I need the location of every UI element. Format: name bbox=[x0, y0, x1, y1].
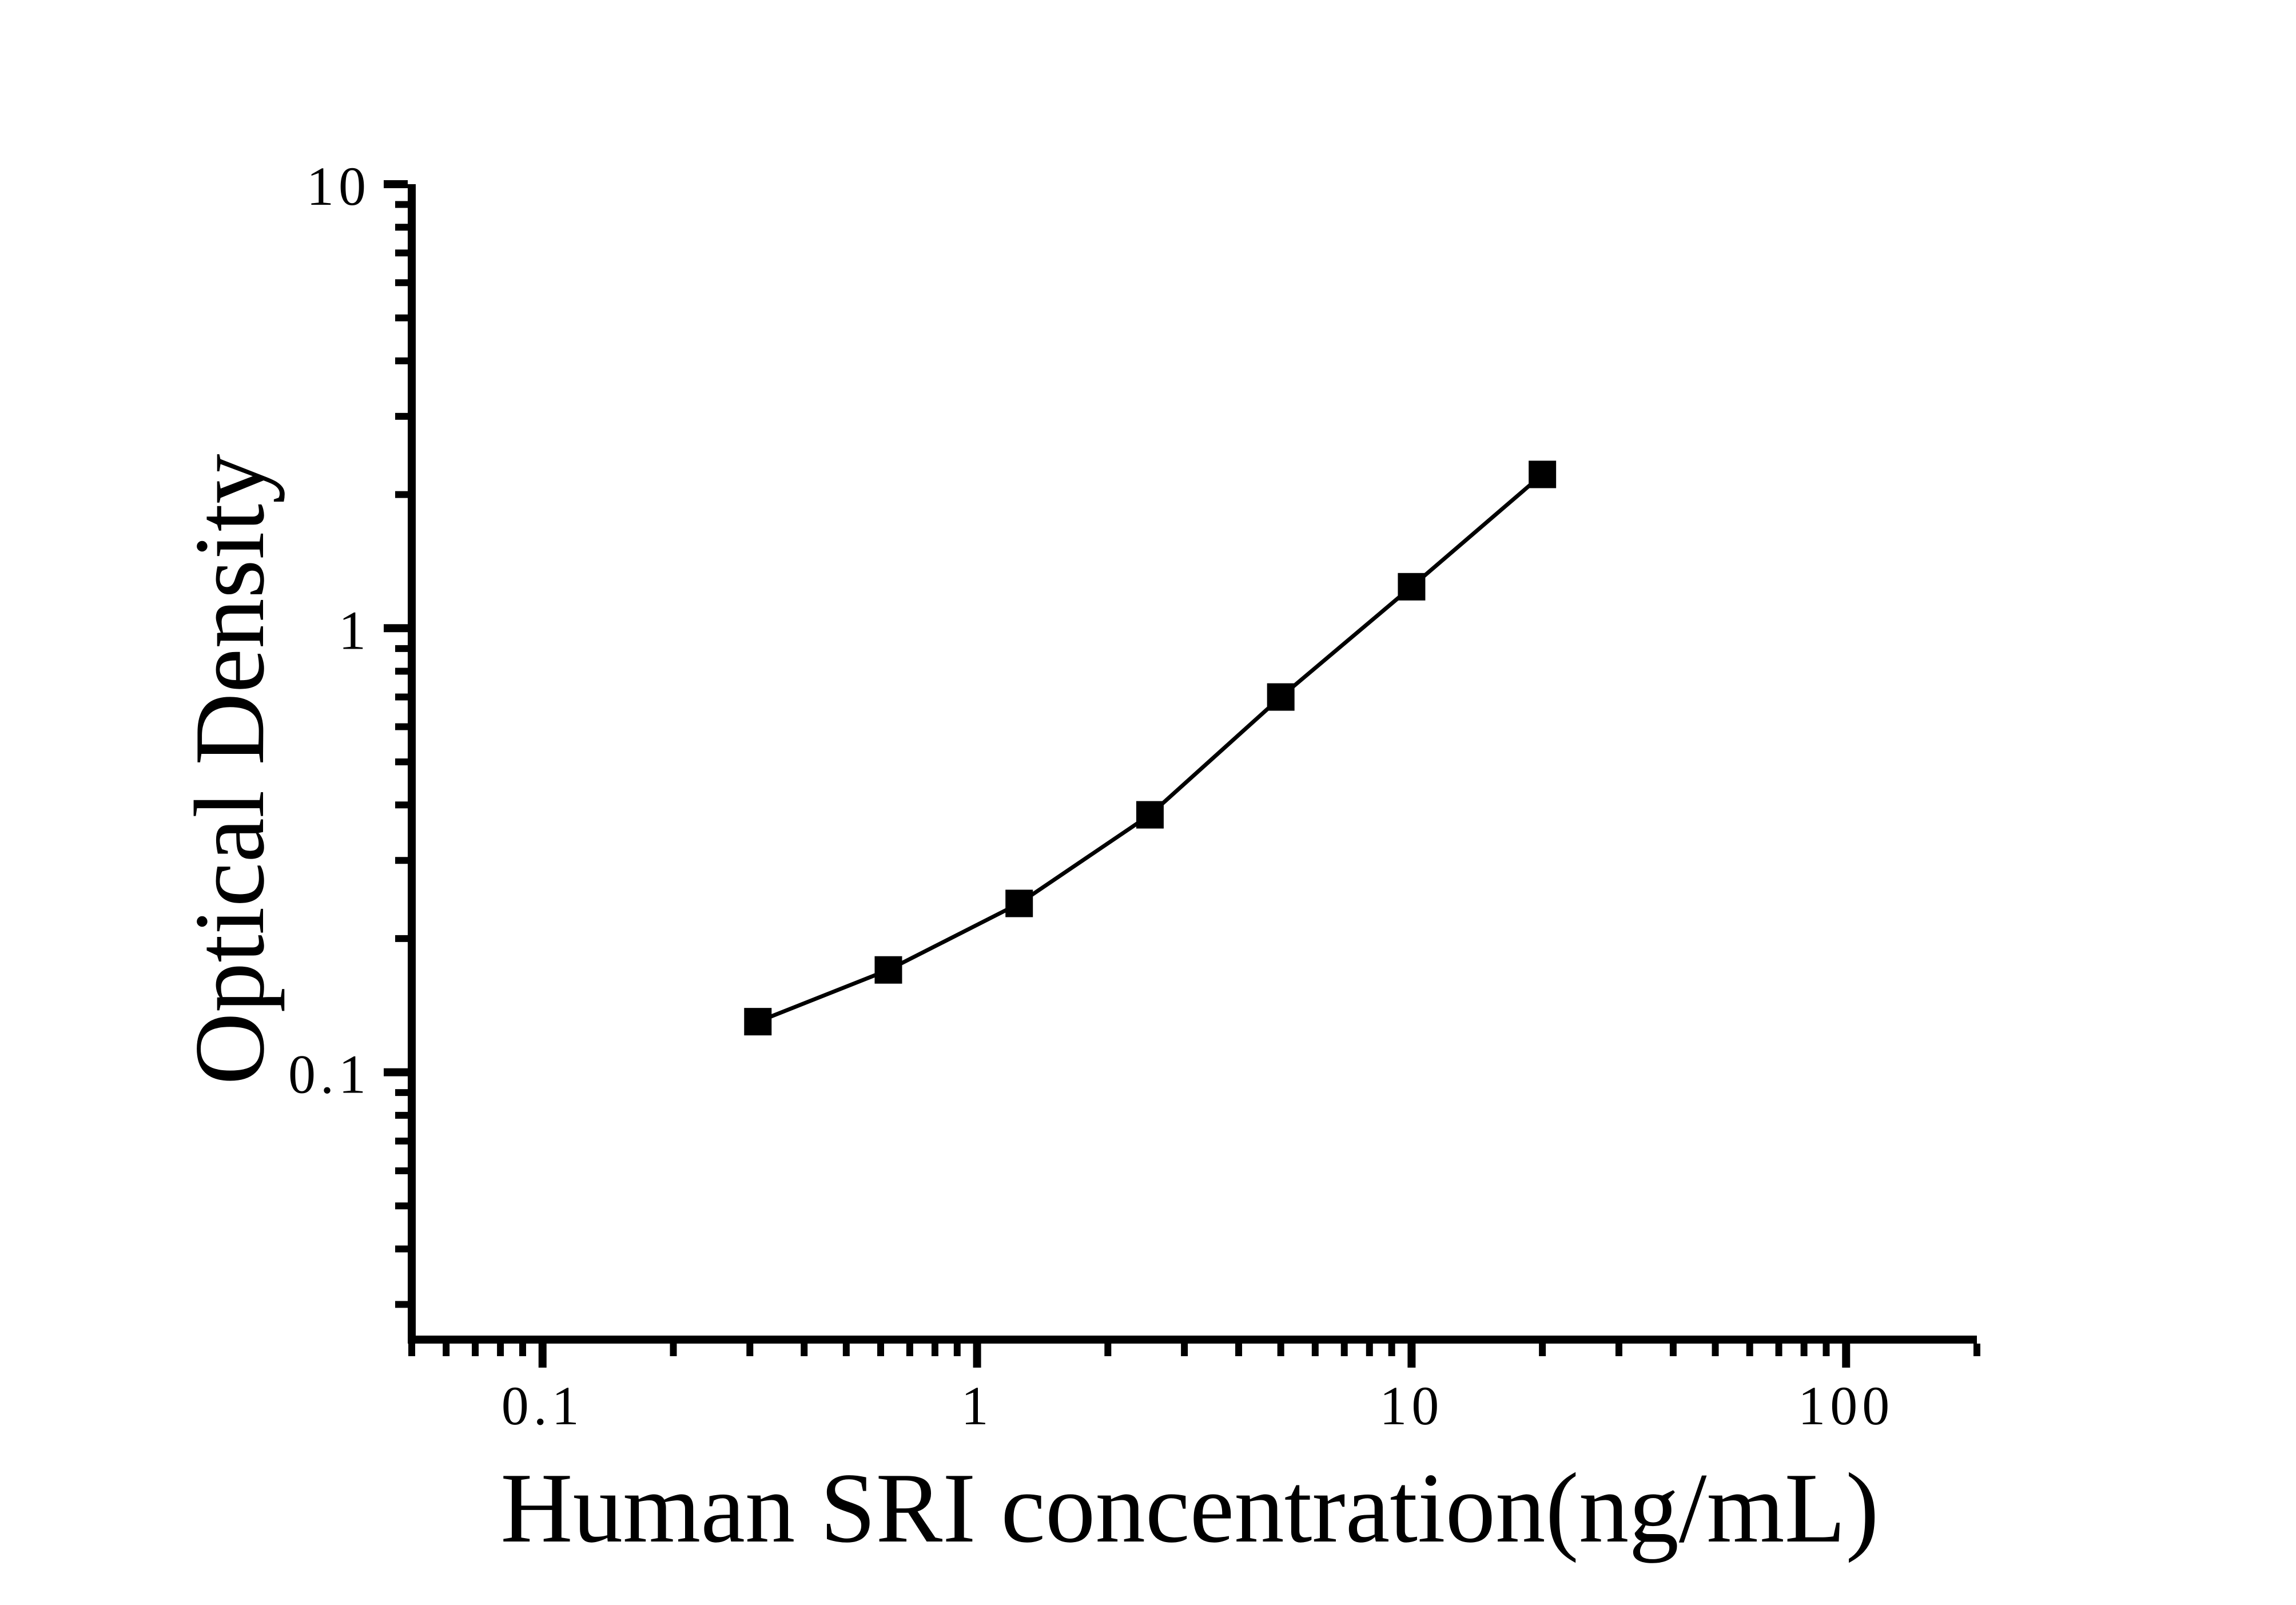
data-point-marker bbox=[1005, 889, 1033, 917]
data-point-marker bbox=[1136, 801, 1164, 829]
y-axis-tick-labels: 0.1 1 10 bbox=[288, 156, 371, 1105]
x-axis-tick-labels: 0.1 1 10 100 bbox=[502, 1375, 1894, 1436]
data-point-marker bbox=[874, 956, 902, 984]
data-point-markers bbox=[744, 460, 1557, 1036]
data-point-marker bbox=[1267, 683, 1295, 711]
x-axis-title: Human SRI concentration(ng/mL) bbox=[500, 1452, 1879, 1563]
y-axis-ticks bbox=[384, 180, 408, 1308]
data-point-marker bbox=[1398, 573, 1426, 601]
data-point-marker bbox=[1529, 460, 1557, 488]
y-axis-title: Optical Density bbox=[174, 454, 285, 1084]
y-tick-label: 0.1 bbox=[288, 1044, 371, 1105]
y-tick-label: 10 bbox=[307, 156, 371, 217]
x-axis: 0.1 1 10 100 Human SRI concentration(ng/mL) bbox=[408, 1336, 1980, 1563]
data-point-marker bbox=[744, 1008, 772, 1036]
x-tick-label: 1 bbox=[961, 1375, 993, 1436]
y-tick-label: 1 bbox=[339, 599, 371, 661]
x-tick-label: 10 bbox=[1379, 1375, 1443, 1436]
y-axis: 0.1 1 10 Optical Density bbox=[174, 156, 416, 1344]
x-tick-label: 100 bbox=[1798, 1375, 1894, 1436]
x-axis-ticks bbox=[408, 1344, 1980, 1368]
x-tick-label: 0.1 bbox=[502, 1375, 584, 1436]
data-series bbox=[744, 460, 1557, 1036]
